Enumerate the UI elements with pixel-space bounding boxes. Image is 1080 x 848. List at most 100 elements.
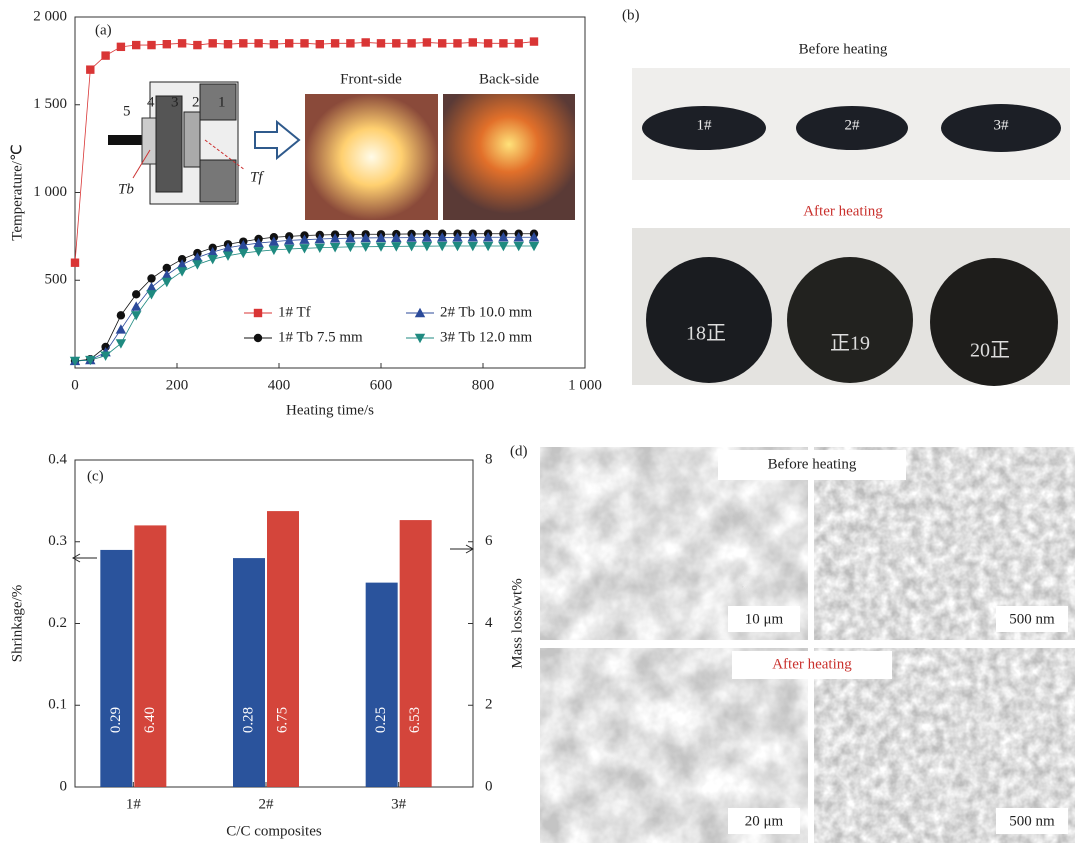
y-tick-label: 0.1: [48, 697, 67, 713]
inset-part: [199, 159, 237, 203]
marker: [392, 39, 401, 48]
legend-marker: [414, 307, 426, 318]
marker: [222, 242, 234, 252]
bar-value-label: 0.25: [373, 707, 389, 733]
marker: [268, 236, 280, 246]
marker: [207, 246, 218, 257]
y-tick-label: 0.3: [48, 533, 67, 549]
marker: [468, 38, 477, 47]
marker: [86, 65, 95, 74]
inset-arrow: [254, 119, 301, 161]
photo-back: [443, 94, 575, 220]
marker: [528, 232, 540, 242]
sample-disc: [930, 258, 1058, 386]
marker: [162, 263, 171, 273]
marker: [315, 40, 324, 49]
marker: [176, 267, 188, 277]
marker: [499, 39, 508, 48]
bar: [100, 549, 133, 787]
marker: [115, 324, 127, 334]
panel-b: (b) Before heating 1# 2# 3# After heatin…: [622, 7, 1070, 386]
sample-label: 2#: [845, 117, 861, 133]
marker: [100, 351, 111, 361]
marker: [115, 339, 127, 349]
marker: [391, 232, 402, 242]
y2-axis-title: Mass loss/wt%: [509, 578, 525, 668]
y-axis-title: Temperature/℃: [9, 144, 25, 241]
sample-disc: [642, 106, 766, 150]
sample-disc: [787, 257, 913, 383]
sample-label: 3#: [994, 117, 1010, 133]
inset-label: Tf: [250, 169, 264, 185]
inset-label: 1: [218, 94, 226, 110]
marker: [268, 245, 280, 256]
photo-caption: Before heating: [799, 41, 888, 57]
inset-pointer: [204, 139, 246, 171]
bar-value-label: 6.75: [274, 707, 290, 733]
marker: [146, 282, 157, 292]
y-tick-label: 0.4: [48, 451, 67, 467]
marker: [299, 244, 310, 254]
marker: [132, 290, 141, 299]
x-tick-label: 800: [472, 377, 495, 393]
marker: [314, 233, 325, 244]
inset-label: 3: [171, 94, 179, 110]
scale-label: 20 μm: [745, 813, 784, 829]
marker: [482, 241, 494, 252]
marker: [176, 259, 188, 269]
marker: [116, 311, 126, 320]
marker: [192, 260, 203, 270]
x-axis-title: C/C composites: [226, 823, 322, 839]
marker: [421, 242, 433, 252]
legend-marker: [414, 333, 426, 344]
marker: [422, 38, 432, 47]
inset-label: 2: [192, 94, 200, 110]
marker: [162, 40, 171, 49]
caption-box: [718, 450, 906, 480]
marker: [360, 232, 371, 243]
sample-mark: 18正: [686, 323, 726, 345]
panel-label: (c): [87, 468, 104, 484]
marker: [453, 39, 462, 48]
marker: [330, 39, 340, 48]
marker: [239, 39, 248, 48]
marker: [208, 39, 217, 48]
bar: [365, 582, 398, 787]
scale-box: [996, 808, 1068, 834]
marker: [223, 40, 233, 49]
y-tick-label: 1 500: [33, 96, 67, 112]
marker: [329, 243, 341, 253]
sem-caption: Before heating: [768, 456, 857, 472]
x-tick-label: 200: [166, 377, 189, 393]
marker: [529, 37, 539, 46]
bar-value-label: 6.53: [407, 707, 423, 733]
inset-part: [155, 95, 183, 193]
legend-label: 3# Tb 12.0 mm: [440, 329, 533, 345]
marker: [147, 40, 156, 50]
marker: [116, 42, 126, 52]
marker: [238, 248, 249, 259]
marker: [101, 51, 110, 60]
marker: [193, 40, 202, 50]
y-tick-label: 500: [45, 272, 68, 288]
marker: [376, 39, 386, 48]
x-tick-label: 3#: [391, 796, 407, 812]
y2-tick-label: 6: [485, 533, 493, 549]
marker: [346, 39, 355, 48]
marker: [345, 242, 356, 253]
inset-pointer: [132, 149, 151, 179]
marker: [285, 39, 294, 48]
scale-box: [996, 606, 1068, 632]
x-tick-label: 2#: [259, 796, 275, 812]
marker: [514, 39, 523, 48]
marker: [345, 232, 356, 243]
y2-tick-label: 0: [485, 778, 493, 794]
marker: [131, 301, 142, 311]
marker: [406, 232, 417, 242]
y-tick-label: 2 000: [33, 8, 67, 24]
bar: [134, 525, 167, 787]
y2-tick-label: 4: [485, 615, 493, 631]
legend-label: 1# Tf: [278, 304, 311, 320]
marker: [284, 235, 295, 245]
marker: [314, 243, 325, 253]
